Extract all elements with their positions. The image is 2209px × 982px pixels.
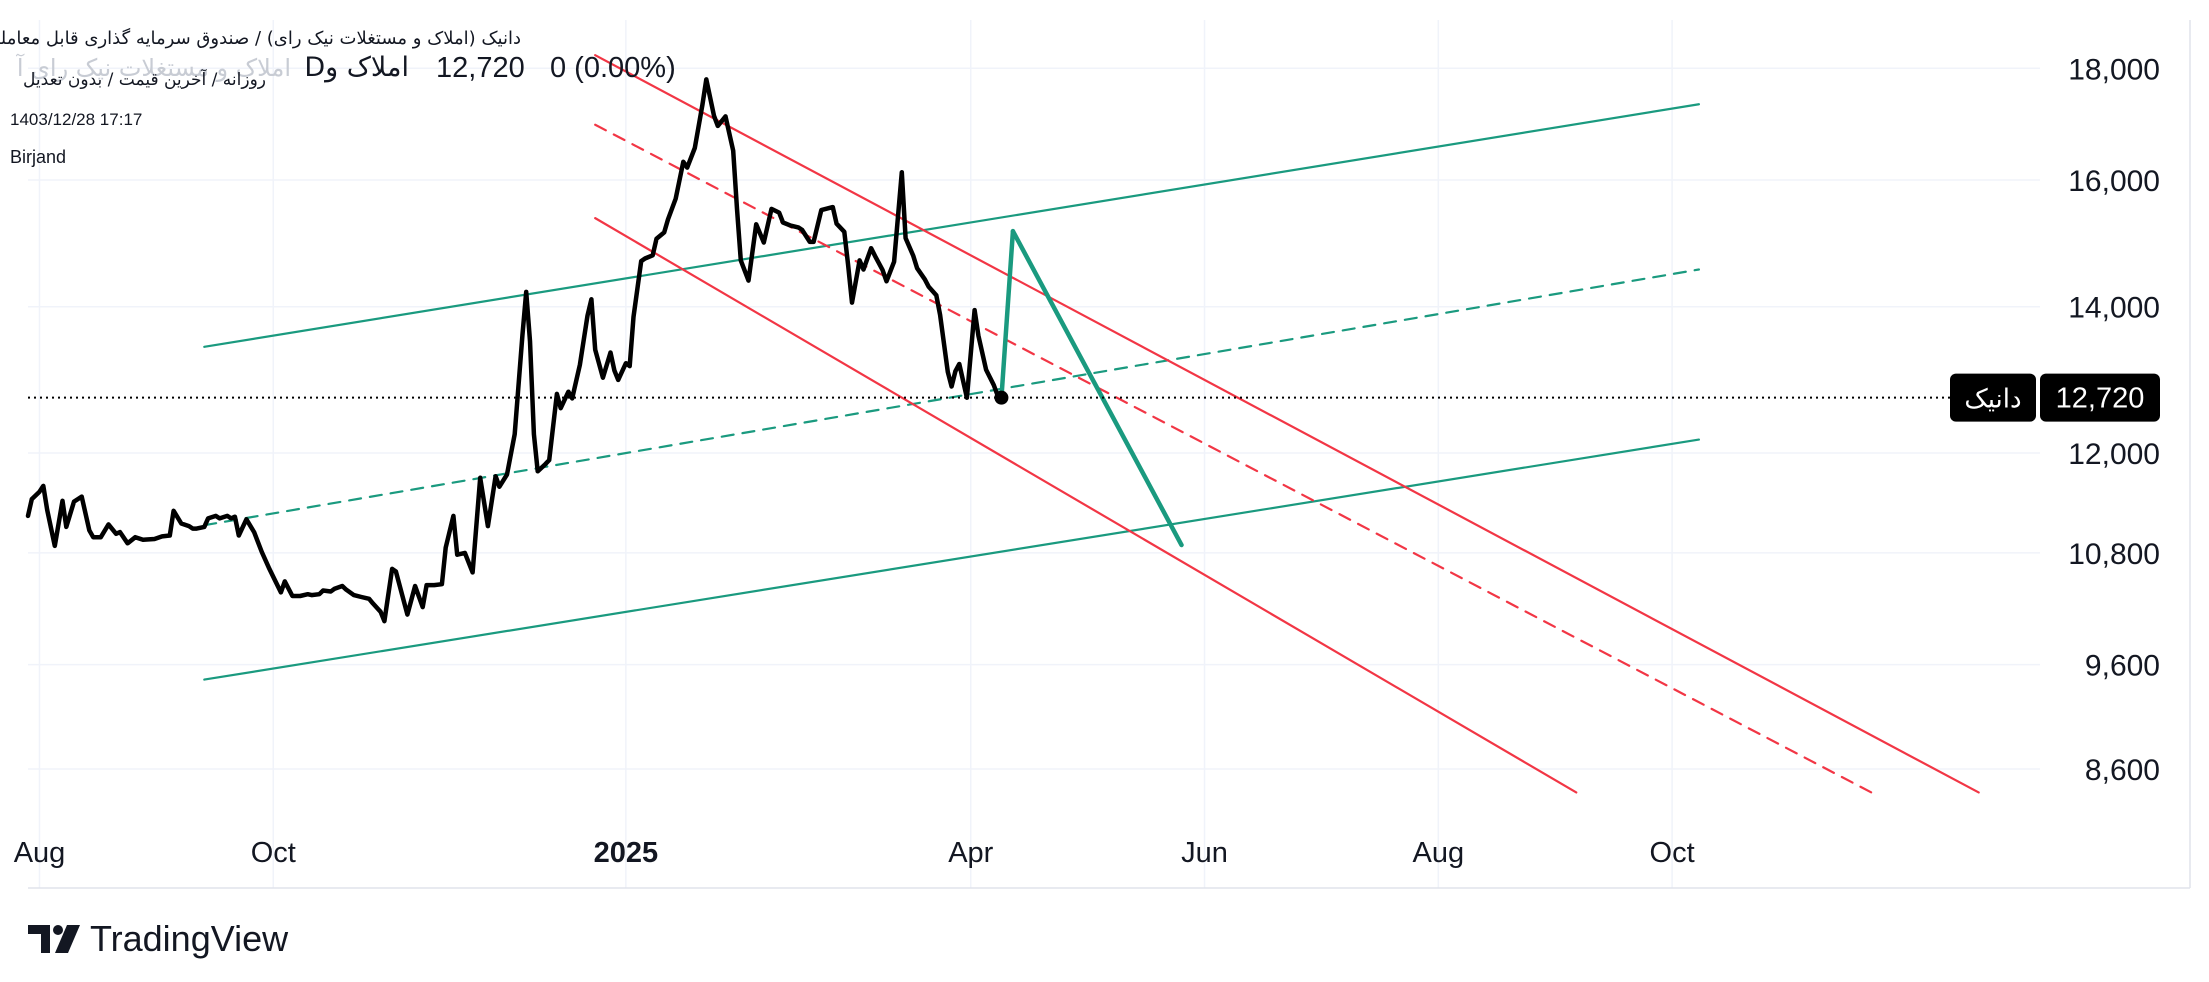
green-channel-middle-line: [203, 268, 1701, 527]
chart-author: Birjand: [10, 147, 67, 167]
symbol-ghost-text: املاک و مستغلات نیک رای آ: [16, 54, 291, 82]
overlay: دانیک 12,720: [28, 373, 2160, 422]
chart-title: دانیک (املاک و مستغلات نیک رای) / صندوق …: [0, 28, 521, 49]
tradingview-logo-icon: [28, 925, 80, 953]
chart-subtitle: روزانه / آخرین قیمت / بدون تعدیل: [23, 70, 266, 90]
symbol-tag-box: [1950, 373, 2036, 422]
green-channel-upper-line: [203, 103, 1701, 348]
brand-name: TradingView: [90, 918, 289, 959]
y-tick-label: 8,600: [2085, 754, 2160, 787]
y-tick-label: 18,000: [2068, 53, 2160, 86]
symbol-name: املاک وD: [304, 52, 409, 83]
axes: 18,000 16,000 14,000 12,000 10,800 9,600 8,600…: [14, 53, 2160, 869]
price-change: 0 (0.00%): [550, 52, 676, 84]
y-tick-label: 9,600: [2085, 650, 2160, 683]
drawings[interactable]: [203, 54, 1980, 794]
last-price: 12,720: [436, 52, 525, 84]
red-channel-upper-line: [594, 54, 1980, 794]
x-tick-label: Aug: [14, 837, 66, 869]
y-tick-label: 16,000: [2068, 165, 2160, 198]
price-series: [25, 77, 1009, 624]
y-tick-label: 12,000: [2068, 438, 2160, 471]
projection-down-line: [1010, 228, 1184, 548]
x-tick-label: Jun: [1181, 837, 1228, 869]
green-channel-lower-line: [203, 438, 1701, 681]
chart-date: 1403/12/28 17:17: [10, 110, 143, 129]
grid: [28, 20, 2191, 889]
symbol-prefix: D: [304, 52, 326, 83]
symbol-text: املاک و: [325, 52, 409, 83]
price-line: [25, 77, 1004, 624]
tradingview-brand[interactable]: TradingView: [28, 918, 288, 960]
x-tick-label: Apr: [948, 837, 993, 869]
price-tag-label: 12,720: [2056, 383, 2145, 415]
projection-up-line: [999, 228, 1016, 400]
price-tag-box: [2040, 373, 2160, 422]
x-tick-label: Aug: [1413, 837, 1465, 869]
x-tick-label: Oct: [1650, 837, 1695, 869]
y-tick-label: 10,800: [2068, 538, 2160, 571]
red-channel-lower-line: [594, 217, 1578, 794]
y-tick-label: 14,000: [2068, 292, 2160, 325]
x-tick-label: Oct: [251, 837, 296, 869]
symbol-tag-label: دانیک: [1964, 385, 2021, 415]
x-tick-label: 2025: [594, 837, 659, 869]
